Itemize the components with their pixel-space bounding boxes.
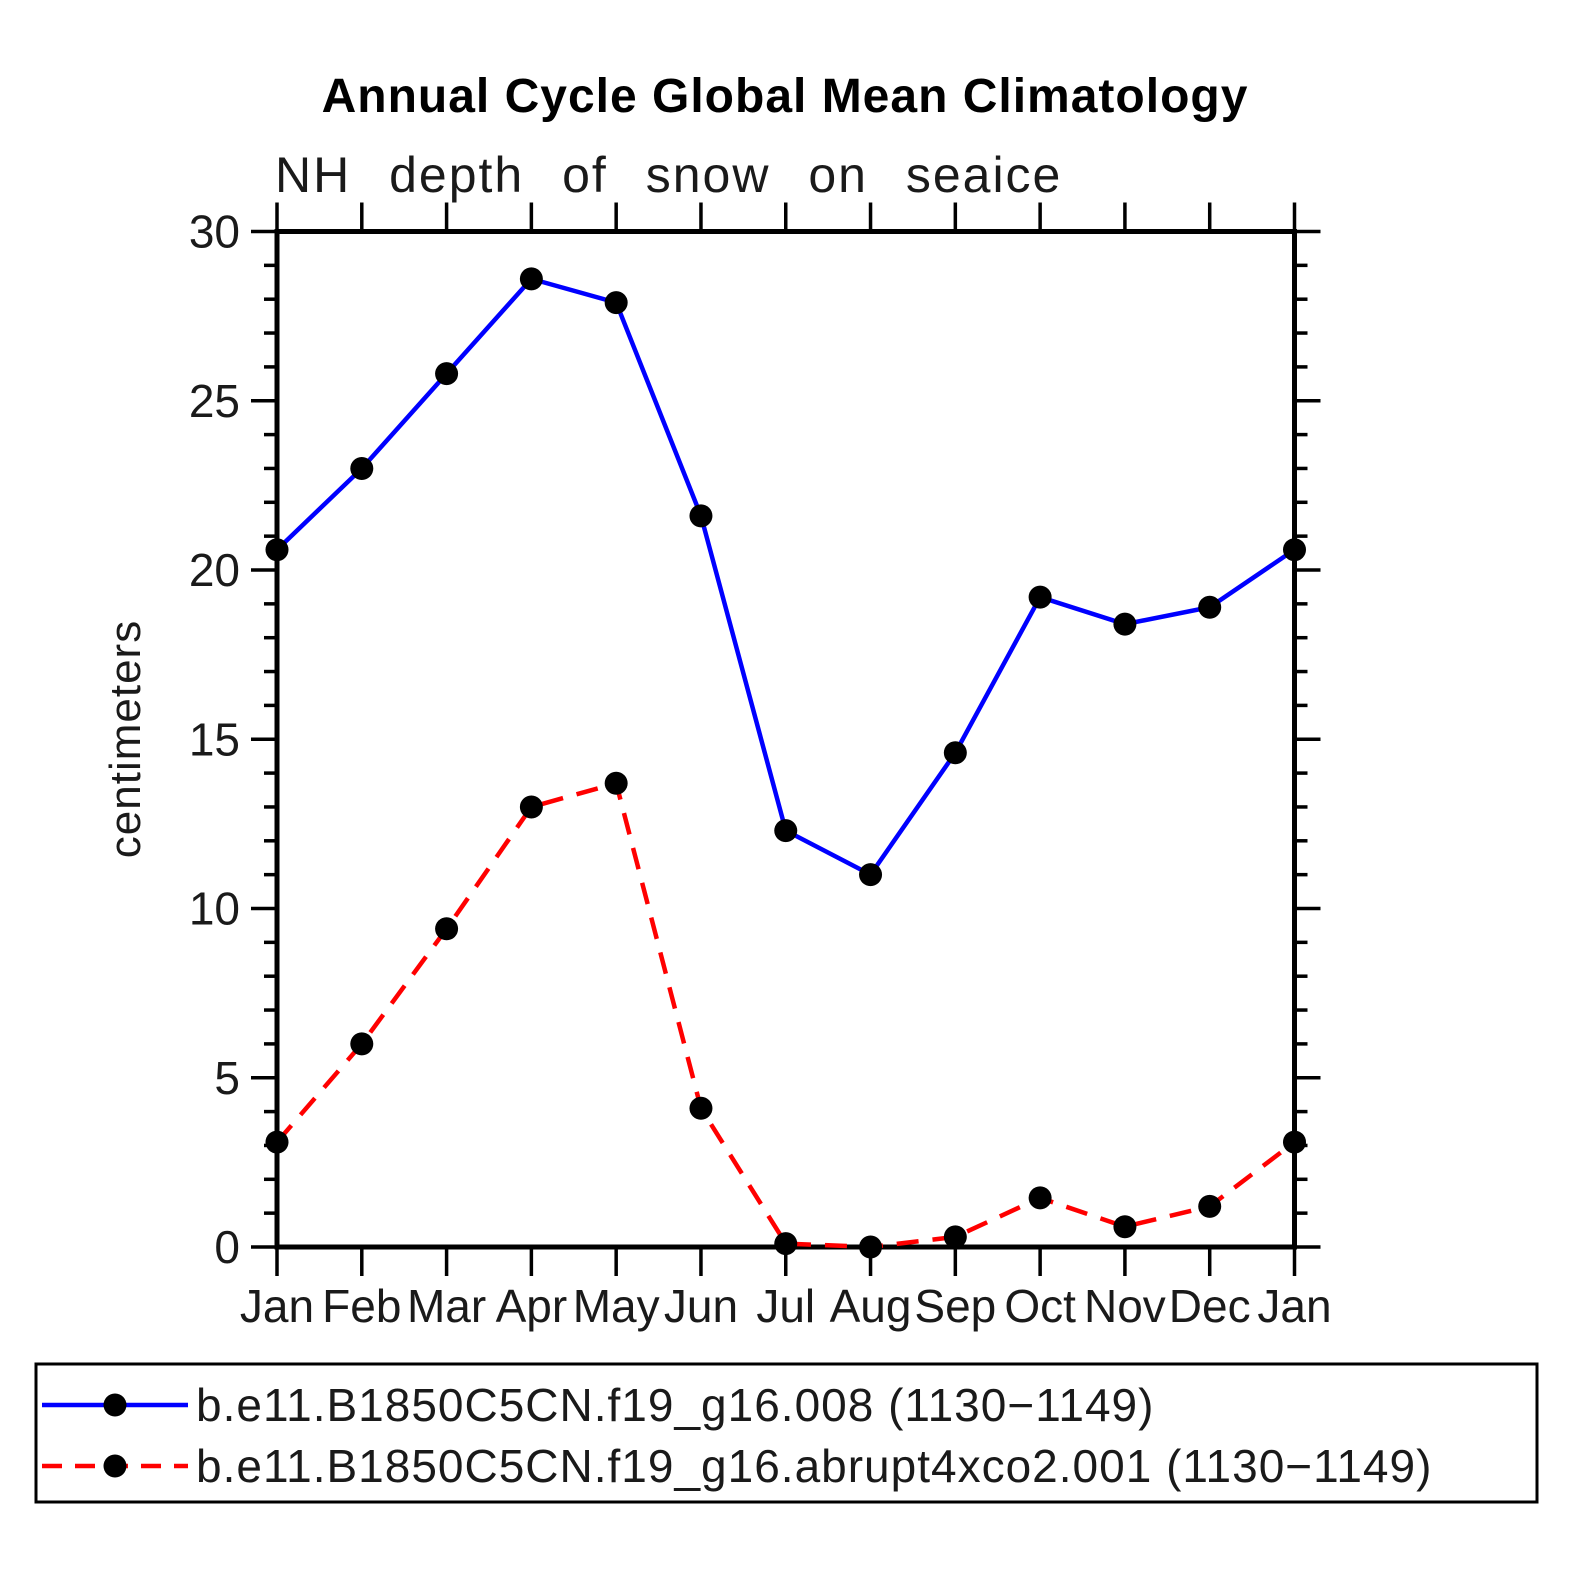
x-tick-label: Jul <box>756 1280 815 1332</box>
x-tick-label: Sep <box>914 1280 996 1332</box>
legend-swatch-marker-0 <box>103 1393 127 1417</box>
data-point-s0-apr <box>519 267 543 291</box>
x-tick-label: Oct <box>1004 1280 1076 1332</box>
data-point-s1-jun <box>689 1096 713 1120</box>
x-tick-label: Nov <box>1084 1280 1166 1332</box>
data-point-s1-mar <box>435 917 459 941</box>
y-axis-label: centimeters <box>101 620 150 858</box>
x-tick-label: Aug <box>830 1280 912 1332</box>
data-point-s1-sep <box>943 1225 967 1249</box>
data-point-s1-oct <box>1028 1186 1052 1210</box>
axes <box>274 229 1297 1250</box>
y-tick-labels: 0 5 10 15 20 25 30 <box>189 206 240 1274</box>
x-tick-label: May <box>573 1280 660 1332</box>
y-tick-label: 30 <box>189 206 240 258</box>
x-tick-label: Dec <box>1169 1280 1251 1332</box>
y-tick-label: 25 <box>189 375 240 427</box>
data-point-s1-dec <box>1198 1194 1222 1218</box>
x-tick-label: Jun <box>664 1280 738 1332</box>
data-point-s0-sep <box>943 741 967 765</box>
data-point-s0-nov <box>1113 612 1137 636</box>
data-point-s1-nov <box>1113 1215 1137 1239</box>
x-tick-labels: Jan Feb Mar Apr May Jun Jul Aug Sep Oct Nov Dec Jan <box>240 1280 1332 1332</box>
series-line-0 <box>275 276 1296 878</box>
chart-subtitle: NH depth of snow on seaice <box>275 147 1062 203</box>
data-point-s0-aug <box>859 863 883 887</box>
x-tick-label: Jan <box>240 1280 314 1332</box>
y-tick-label: 10 <box>189 883 240 935</box>
data-point-s0-jun <box>689 504 713 528</box>
data-point-s0-may <box>604 291 628 315</box>
data-point-s0-feb <box>350 456 374 480</box>
data-point-s0-jan <box>1283 538 1306 562</box>
data-point-s1-feb <box>350 1032 374 1056</box>
x-tick-label: Mar <box>407 1280 486 1332</box>
legend: b.e11.B1850C5CN.f19_g16.008 (1130−1149) b… <box>34 1362 1539 1504</box>
data-point-s0-jan <box>265 538 289 562</box>
data-point-s0-oct <box>1028 585 1052 609</box>
plot-frame <box>274 229 1297 1250</box>
data-point-s1-jul <box>774 1232 798 1256</box>
data-point-s1-may <box>604 771 628 795</box>
y-tick-label: 0 <box>214 1221 240 1273</box>
data-series <box>265 267 1306 1259</box>
x-tick-label: Feb <box>322 1280 401 1332</box>
data-point-s1-jan <box>1283 1130 1306 1154</box>
legend-swatch-marker-1 <box>103 1454 127 1478</box>
legend-label-0: b.e11.B1850C5CN.f19_g16.008 (1130−1149) <box>196 1379 1154 1431</box>
x-tick-label: Jan <box>1257 1280 1331 1332</box>
data-point-s1-apr <box>519 795 543 819</box>
x-tick-label: Apr <box>496 1280 568 1332</box>
y-tick-label: 5 <box>214 1052 240 1104</box>
y-tick-label: 20 <box>189 544 240 596</box>
data-point-s0-dec <box>1198 595 1222 619</box>
chart-title: Annual Cycle Global Mean Climatology <box>322 70 1249 123</box>
legend-label-1: b.e11.B1850C5CN.f19_g16.abrupt4xco2.001 … <box>196 1440 1432 1492</box>
series-line-1 <box>275 780 1296 1250</box>
data-point-s1-jan <box>265 1130 289 1154</box>
axis-ticks <box>251 202 1321 1276</box>
data-point-s0-mar <box>435 362 459 386</box>
data-point-s1-aug <box>859 1235 883 1259</box>
legend-box <box>34 1362 1539 1504</box>
data-point-s0-jul <box>774 819 798 843</box>
y-tick-label: 15 <box>189 713 240 765</box>
